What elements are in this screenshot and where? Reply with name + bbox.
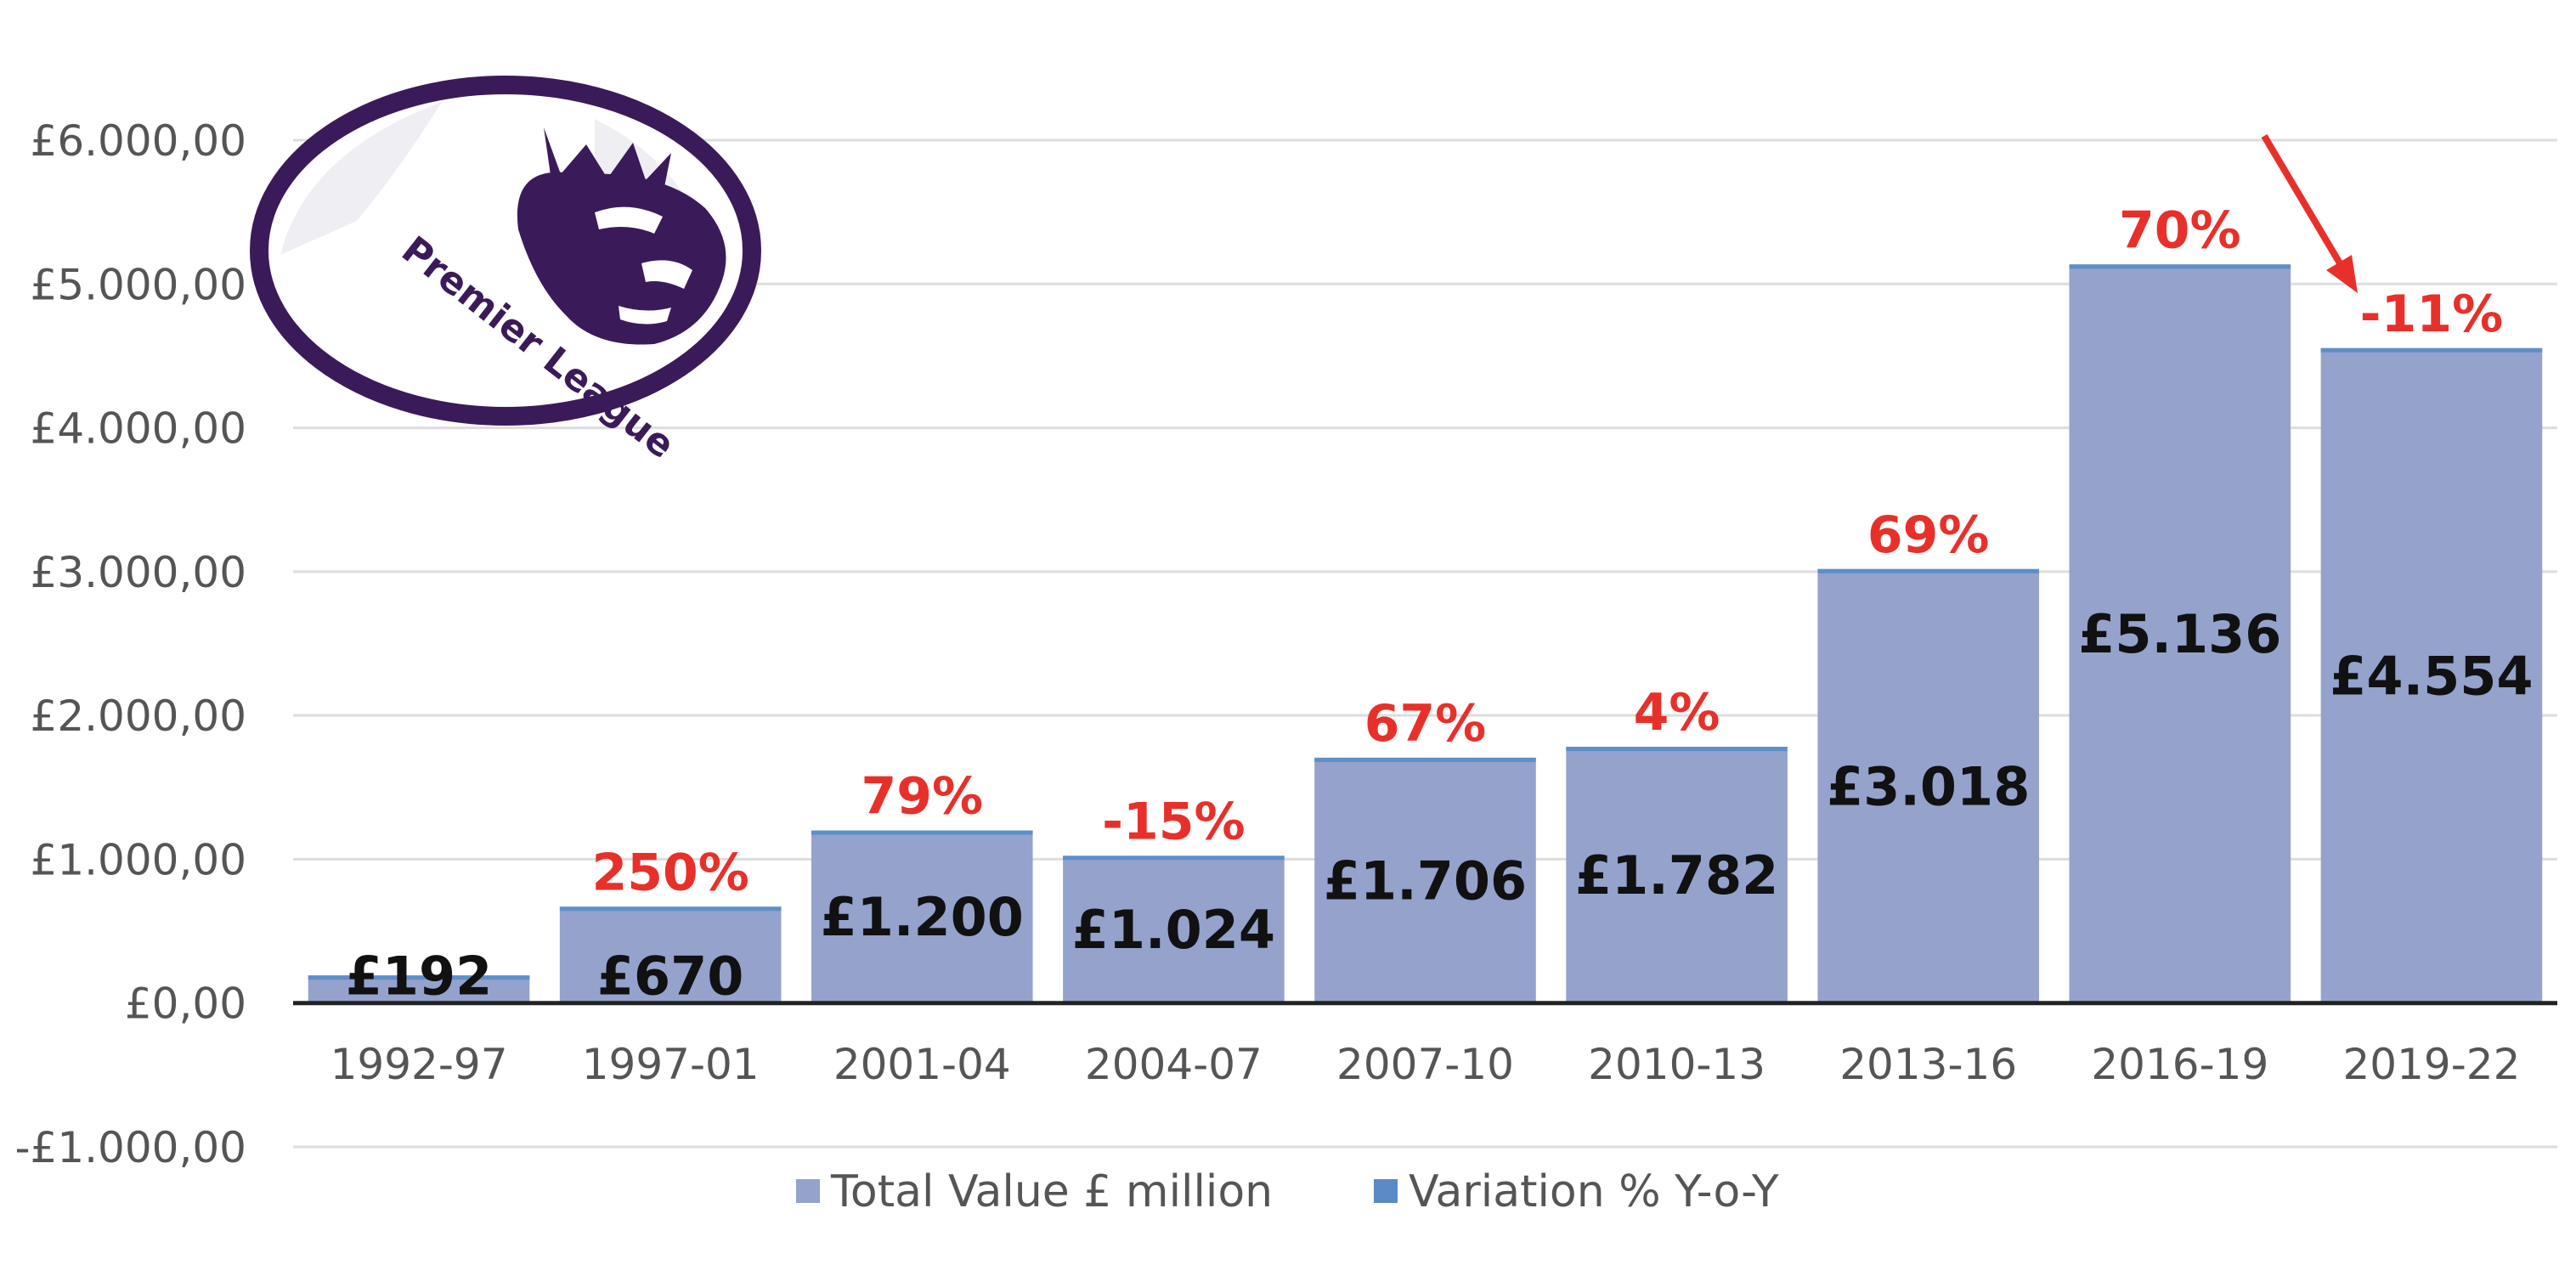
variation-label: 4% (1634, 683, 1720, 742)
decline-arrow-icon (2261, 133, 2358, 293)
bar-top-edge (1063, 855, 1285, 861)
variation-label: -15% (1102, 792, 1246, 851)
bar-top-edge (308, 975, 530, 980)
bar-top-edge (1566, 747, 1788, 752)
x-tick-label: 2013-16 (1839, 1040, 2017, 1089)
value-label: £1.024 (1072, 899, 1275, 961)
variation-label: 70% (2119, 200, 2241, 260)
value-label: £670 (597, 946, 744, 1008)
bar-top-edge (2069, 264, 2291, 269)
variation-label: 69% (1867, 505, 1990, 565)
premier-league-logo: Premier League (250, 76, 761, 467)
bar-top-edge (1314, 757, 1536, 762)
bar-top-edge (1817, 568, 2040, 573)
y-tick-label: £3.000,00 (31, 548, 246, 597)
y-tick-label: £4.000,00 (31, 404, 246, 454)
x-tick-label: 2019-22 (2342, 1040, 2520, 1089)
bar-1997-01 (559, 906, 782, 1003)
y-tick-label: £1.000,00 (31, 835, 246, 884)
legend-swatch-variation (1374, 1179, 1398, 1203)
x-tick-label: 1997-01 (582, 1040, 760, 1089)
y-tick-label: -£1.000,00 (14, 1123, 246, 1172)
bars-layer (308, 264, 2543, 1003)
legend-swatch-total-value (796, 1179, 820, 1203)
axis-layer: -£1.000,00 £0,00 £1.000,00 £2.000,00 £3.000,… (14, 116, 2557, 1172)
bar-2013-16 (1817, 568, 2040, 1003)
legend: Total Value £ million Variation % Y-o-Y (796, 1166, 1779, 1217)
y-tick-label: £6.000,00 (31, 116, 246, 166)
bar-2004-07 (1063, 855, 1285, 1003)
x-tick-label: 2010-13 (1588, 1040, 1765, 1089)
variation-label: 250% (591, 843, 749, 902)
y-tick-label: £2.000,00 (31, 692, 246, 741)
x-tick-label: 2016-19 (2091, 1040, 2268, 1089)
y-tick-label: £0,00 (125, 980, 246, 1029)
bar-top-edge (559, 906, 782, 912)
x-tick-label: 1992-97 (330, 1040, 508, 1089)
variation-label: -11% (2360, 285, 2504, 344)
bar-1992-97 (308, 975, 530, 1003)
value-label: £1.782 (1575, 844, 1778, 906)
value-label: £1.706 (1324, 850, 1527, 912)
variation-label: 79% (861, 767, 983, 827)
value-label: £192 (346, 946, 493, 1008)
variation-label: 67% (1364, 694, 1487, 754)
x-tick-label: 2007-10 (1336, 1040, 1514, 1089)
legend-label-total-value: Total Value £ million (830, 1166, 1273, 1217)
x-tick-label: 2004-07 (1085, 1040, 1263, 1089)
x-tick-label: 2001-04 (833, 1040, 1011, 1089)
y-tick-label: £5.000,00 (31, 260, 246, 309)
labels-layer: £192 £670 250% £1.200 79% £1.024 -15% £1.706 67%… (346, 200, 2534, 1007)
value-label: £4.554 (2330, 645, 2533, 707)
bar-top-edge (811, 830, 1033, 835)
legend-label-variation: Variation % Y-o-Y (1409, 1166, 1779, 1217)
bar-2001-04 (811, 830, 1033, 1003)
bar-2016-19 (2069, 264, 2291, 1003)
value-label: £5.136 (2078, 603, 2281, 665)
value-label: £1.200 (821, 886, 1024, 948)
bar-top-edge (2320, 347, 2543, 353)
bar-2019-22 (2320, 347, 2543, 1003)
value-label: £3.018 (1827, 755, 2030, 817)
bar-2010-13 (1566, 747, 1788, 1003)
bar-2007-10 (1314, 757, 1536, 1003)
